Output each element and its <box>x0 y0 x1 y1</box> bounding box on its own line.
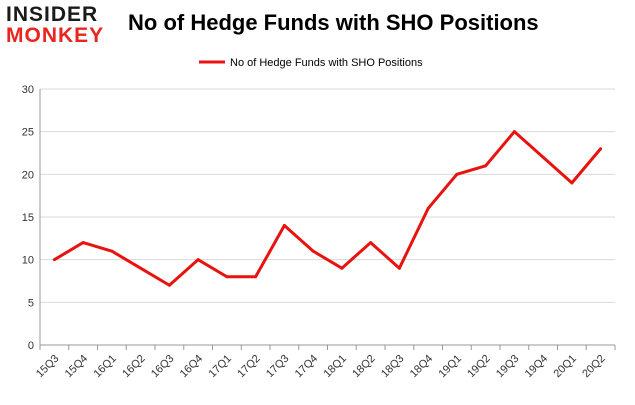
x-tick-label: 16Q3 <box>149 353 177 381</box>
series-line <box>53 130 602 287</box>
x-tick-label: 15Q4 <box>63 353 91 381</box>
data-point <box>484 164 488 168</box>
x-tick-label: 19Q4 <box>523 353 551 381</box>
data-point <box>139 266 143 270</box>
x-tick-label: 19Q1 <box>436 353 464 381</box>
x-tick-label: 18Q2 <box>350 353 378 381</box>
x-tick-label: 19Q3 <box>494 353 522 381</box>
x-tick-label: 20Q2 <box>580 353 608 381</box>
data-point <box>311 249 315 253</box>
data-point <box>225 275 229 279</box>
x-tick-label: 18Q4 <box>408 353 436 381</box>
data-point <box>340 266 344 270</box>
data-point <box>167 283 171 287</box>
x-tick-label: 18Q1 <box>321 353 349 381</box>
y-tick-label: 0 <box>28 340 34 352</box>
x-tick-label: 17Q2 <box>235 353 263 381</box>
data-point <box>110 249 114 253</box>
data-point <box>397 266 401 270</box>
data-point <box>81 241 85 245</box>
series-layer <box>52 130 603 287</box>
y-tick-label: 10 <box>22 255 34 267</box>
y-tick-label: 5 <box>28 297 34 309</box>
y-tick-label: 25 <box>22 127 34 139</box>
x-tick-label: 18Q3 <box>379 353 407 381</box>
x-tick-label: 15Q3 <box>34 353 62 381</box>
data-point <box>282 224 286 228</box>
x-tick-label: 16Q2 <box>120 353 148 381</box>
chart-title: No of Hedge Funds with SHO Positions <box>128 10 539 35</box>
insider-monkey-logo: INSIDER MONKEY <box>6 4 116 48</box>
y-tick-label: 20 <box>22 169 34 181</box>
y-tick-label: 15 <box>22 212 34 224</box>
data-point <box>369 241 373 245</box>
x-tick-label: 16Q4 <box>178 353 206 381</box>
x-tick-label: 17Q4 <box>293 353 321 381</box>
data-point <box>512 130 516 134</box>
x-tick-label: 17Q3 <box>264 353 292 381</box>
data-point <box>570 181 574 185</box>
x-tick-label: 16Q1 <box>91 353 119 381</box>
x-tick-label: 19Q2 <box>465 353 493 381</box>
axes: 0 5 10 15 20 25 30 15Q3 15Q4 16Q1 16Q2 16Q3 16Q4 17Q1… <box>22 84 616 381</box>
data-point <box>599 147 603 151</box>
data-point <box>52 258 56 262</box>
y-tick-label: 30 <box>22 84 34 96</box>
data-point <box>541 155 545 159</box>
logo-monkey-text: MONKEY <box>6 24 105 47</box>
data-point <box>196 258 200 262</box>
grid-lines <box>40 88 615 346</box>
legend: No of Hedge Funds with SHO Positions <box>199 57 423 69</box>
legend-label: No of Hedge Funds with SHO Positions <box>230 57 423 69</box>
data-point <box>455 172 459 176</box>
logo-insider-text: INSIDER <box>6 3 99 26</box>
data-point <box>254 275 258 279</box>
data-point <box>426 206 430 210</box>
x-tick-label: 20Q1 <box>551 353 579 381</box>
x-tick-label: 17Q1 <box>206 353 234 381</box>
